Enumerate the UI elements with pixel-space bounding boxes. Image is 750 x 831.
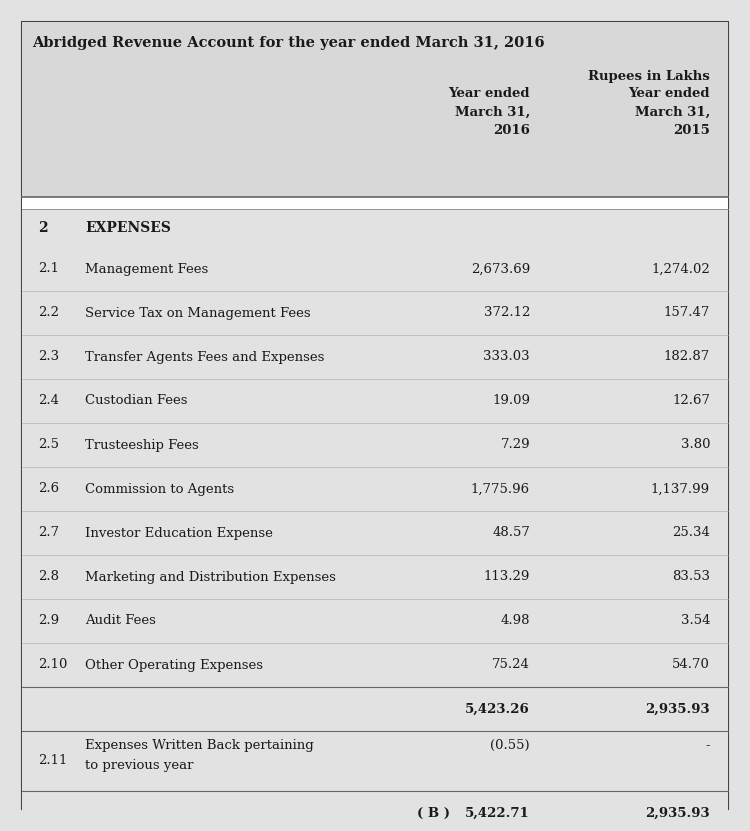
Text: Year ended
March 31,
2016: Year ended March 31, 2016: [448, 87, 530, 137]
Text: 75.24: 75.24: [492, 658, 530, 671]
Text: 2.3: 2.3: [38, 351, 59, 363]
Bar: [22, 467, 728, 511]
Bar: [22, 379, 728, 423]
Text: 5,423.26: 5,423.26: [465, 702, 530, 715]
Text: 54.70: 54.70: [672, 658, 710, 671]
Text: EXPENSES: EXPENSES: [85, 221, 171, 235]
Bar: [22, 687, 728, 731]
Bar: [22, 197, 728, 209]
Text: 2.4: 2.4: [38, 395, 59, 407]
Text: 83.53: 83.53: [672, 571, 710, 583]
Text: 2.5: 2.5: [38, 439, 59, 451]
Text: 1,775.96: 1,775.96: [471, 483, 530, 495]
Text: 4.98: 4.98: [500, 614, 530, 627]
Text: 2: 2: [38, 221, 48, 235]
Text: 2,673.69: 2,673.69: [471, 263, 530, 276]
Text: Management Fees: Management Fees: [85, 263, 209, 276]
Text: Expenses Written Back pertaining
to previous year: Expenses Written Back pertaining to prev…: [85, 739, 314, 772]
Text: Year ended
March 31,
2015: Year ended March 31, 2015: [628, 87, 710, 137]
Text: Audit Fees: Audit Fees: [85, 614, 156, 627]
Text: 2.11: 2.11: [38, 755, 68, 768]
Text: Transfer Agents Fees and Expenses: Transfer Agents Fees and Expenses: [85, 351, 324, 363]
Bar: [22, 555, 728, 599]
Bar: [22, 731, 728, 791]
Text: Marketing and Distribution Expenses: Marketing and Distribution Expenses: [85, 571, 336, 583]
Text: 1,137.99: 1,137.99: [651, 483, 710, 495]
Text: Rupees in Lakhs: Rupees in Lakhs: [588, 70, 710, 83]
Text: 48.57: 48.57: [492, 527, 530, 539]
Text: 3.80: 3.80: [680, 439, 710, 451]
Bar: [22, 291, 728, 335]
Bar: [22, 22, 728, 197]
Text: 5,422.71: 5,422.71: [465, 807, 530, 819]
Text: ( B ): ( B ): [417, 807, 450, 819]
Text: 2.2: 2.2: [38, 307, 59, 319]
Bar: [22, 423, 728, 467]
Text: 2,935.93: 2,935.93: [645, 702, 710, 715]
Text: Other Operating Expenses: Other Operating Expenses: [85, 658, 263, 671]
Text: 1,274.02: 1,274.02: [651, 263, 710, 276]
Text: 2,935.93: 2,935.93: [645, 807, 710, 819]
Text: 157.47: 157.47: [664, 307, 710, 319]
Bar: [22, 247, 728, 291]
Bar: [22, 335, 728, 379]
Text: Service Tax on Management Fees: Service Tax on Management Fees: [85, 307, 310, 319]
Text: 12.67: 12.67: [672, 395, 710, 407]
Bar: [22, 599, 728, 643]
Text: 2.7: 2.7: [38, 527, 59, 539]
Text: Investor Education Expense: Investor Education Expense: [85, 527, 273, 539]
Text: Custodian Fees: Custodian Fees: [85, 395, 188, 407]
Text: 2.9: 2.9: [38, 614, 59, 627]
Text: Abridged Revenue Account for the year ended March 31, 2016: Abridged Revenue Account for the year en…: [32, 36, 544, 50]
Text: Commission to Agents: Commission to Agents: [85, 483, 234, 495]
Text: Trusteeship Fees: Trusteeship Fees: [85, 439, 199, 451]
Text: 25.34: 25.34: [672, 527, 710, 539]
Text: (0.55): (0.55): [490, 739, 530, 752]
Text: 113.29: 113.29: [484, 571, 530, 583]
Text: 3.54: 3.54: [680, 614, 710, 627]
Bar: [22, 643, 728, 687]
Text: 182.87: 182.87: [664, 351, 710, 363]
Text: 2.8: 2.8: [38, 571, 59, 583]
Text: 333.03: 333.03: [483, 351, 530, 363]
Text: 2.1: 2.1: [38, 263, 59, 276]
Text: 372.12: 372.12: [484, 307, 530, 319]
Text: 2.6: 2.6: [38, 483, 59, 495]
Text: -: -: [705, 739, 710, 752]
Bar: [22, 209, 728, 247]
Text: 19.09: 19.09: [492, 395, 530, 407]
Bar: [22, 511, 728, 555]
Text: 7.29: 7.29: [500, 439, 530, 451]
Bar: [22, 791, 728, 831]
Text: 2.10: 2.10: [38, 658, 68, 671]
